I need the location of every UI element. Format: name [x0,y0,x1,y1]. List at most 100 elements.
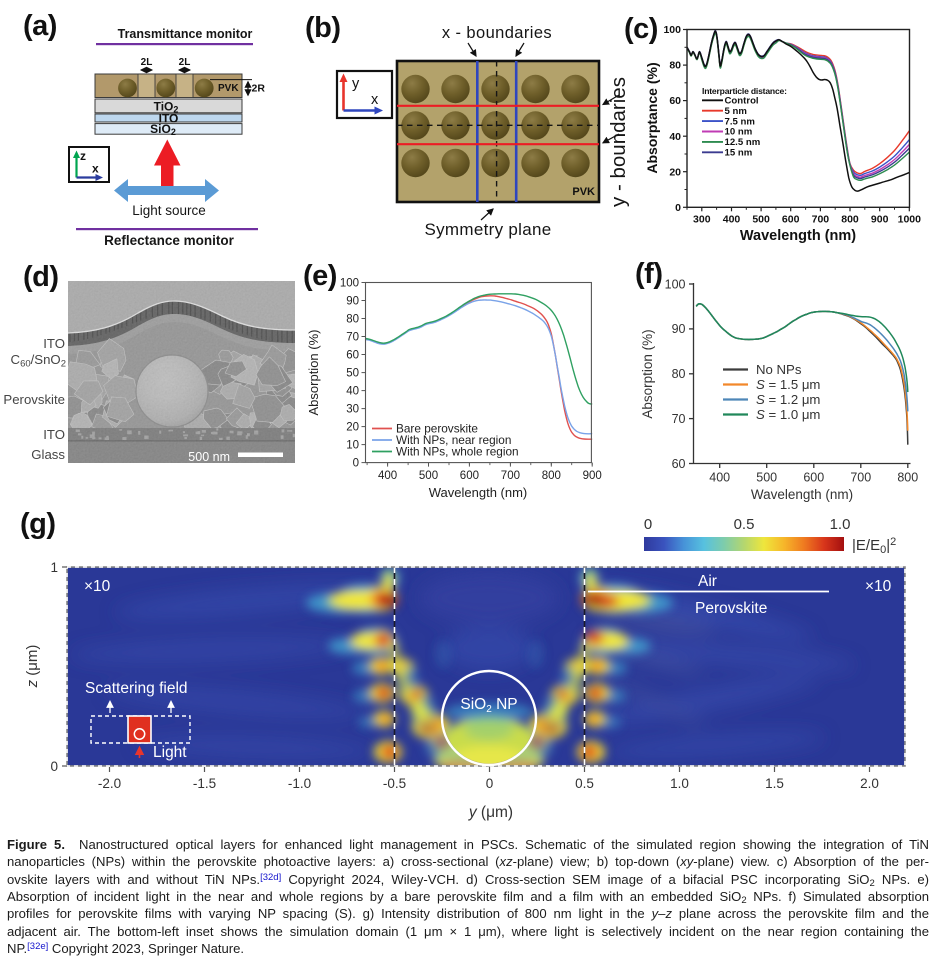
svg-text:80: 80 [672,367,686,381]
svg-text:1000: 1000 [898,213,922,225]
svg-text:0: 0 [353,458,359,470]
svg-text:500: 500 [419,470,438,482]
svg-text:90: 90 [672,322,686,336]
svg-text:12.5 nm: 12.5 nm [725,137,761,148]
svg-text:Wavelength (nm): Wavelength (nm) [740,228,856,244]
svg-text:900: 900 [583,470,602,482]
svg-text:400: 400 [709,471,730,485]
svg-text:Absorptance (%): Absorptance (%) [644,62,660,173]
svg-text:700: 700 [850,471,871,485]
svg-text:y: y [352,76,360,92]
svg-text:x: x [92,162,99,176]
svg-text:100: 100 [663,24,681,36]
svg-text:0: 0 [50,759,58,774]
svg-text:40: 40 [669,131,681,143]
svg-text:700: 700 [812,213,830,225]
svg-text:Light: Light [153,744,187,761]
svg-text:SiO2: SiO2 [150,122,176,137]
svg-text:Absorption (%): Absorption (%) [640,329,655,418]
svg-text:30: 30 [346,404,359,416]
svg-text:With NPs, near region: With NPs, near region [396,433,511,447]
svg-text:600: 600 [460,470,479,482]
svg-text:500: 500 [752,213,770,225]
svg-text:ITO: ITO [43,427,65,442]
svg-text:Reflectance monitor: Reflectance monitor [104,233,235,248]
svg-text:10 nm: 10 nm [725,127,753,138]
svg-text:0.5: 0.5 [734,516,755,533]
svg-text:x - boundaries: x - boundaries [442,24,552,42]
svg-text:Light source: Light source [132,203,206,218]
svg-text:PVK: PVK [218,83,239,94]
svg-text:1.0: 1.0 [830,516,851,533]
svg-text:400: 400 [378,470,397,482]
svg-text:800: 800 [841,213,859,225]
svg-text:ITO: ITO [159,112,179,126]
svg-text:ITO: ITO [43,336,65,351]
svg-text:40: 40 [346,386,359,398]
svg-text:z: z [80,149,86,163]
svg-text:20: 20 [346,422,359,434]
svg-text:2L: 2L [141,57,153,68]
svg-text:80: 80 [669,60,681,72]
svg-text:70: 70 [672,412,686,426]
svg-text:700: 700 [501,470,520,482]
svg-text:20: 20 [669,166,681,178]
svg-text:100: 100 [340,278,359,290]
svg-text:-2.0: -2.0 [98,776,121,791]
svg-text:Air: Air [698,573,717,590]
svg-text:y (μm): y (μm) [468,804,513,821]
svg-text:Perovskite: Perovskite [3,392,65,407]
svg-text:y - boundaries: y - boundaries [607,77,630,207]
svg-text:1: 1 [50,560,58,575]
svg-text:SiO2 NP: SiO2 NP [460,696,517,715]
svg-text:x: x [371,92,379,108]
svg-text:S = 1.2 μm: S = 1.2 μm [756,392,820,407]
svg-text:900: 900 [871,213,889,225]
svg-text:0: 0 [675,202,681,214]
svg-text:Perovskite: Perovskite [695,600,767,617]
svg-text:1.5: 1.5 [765,776,784,791]
svg-text:15 nm: 15 nm [725,148,753,159]
svg-text:800: 800 [542,470,561,482]
svg-text:600: 600 [803,471,824,485]
svg-text:TiO2: TiO2 [154,100,179,115]
svg-text:10: 10 [346,440,359,452]
svg-text:800: 800 [897,471,918,485]
svg-text:Transmittance monitor: Transmittance monitor [118,27,253,41]
svg-text:500: 500 [756,471,777,485]
svg-text:2L: 2L [179,57,191,68]
svg-text:-0.5: -0.5 [383,776,406,791]
svg-text:PVK: PVK [572,186,595,198]
svg-text:70: 70 [346,332,359,344]
svg-text:z (μm): z (μm) [24,645,41,689]
svg-text:×10: ×10 [84,578,111,595]
svg-text:80: 80 [346,314,359,326]
svg-text:No NPs: No NPs [756,362,802,377]
svg-text:Absorption (%): Absorption (%) [306,330,321,416]
svg-text:Symmetry plane: Symmetry plane [424,220,551,239]
svg-text:60: 60 [669,95,681,107]
svg-text:0: 0 [644,516,652,533]
svg-text:Wavelength (nm): Wavelength (nm) [429,485,528,500]
svg-text:-1.5: -1.5 [193,776,216,791]
svg-text:500 nm: 500 nm [188,450,230,464]
svg-text:5 nm: 5 nm [725,106,747,117]
svg-text:0: 0 [486,776,494,791]
svg-text:60: 60 [672,457,686,471]
svg-text:|E/E0|2: |E/E0|2 [852,536,896,556]
svg-text:90: 90 [346,296,359,308]
svg-text:Scattering field: Scattering field [85,680,188,697]
svg-text:1.0: 1.0 [670,776,689,791]
svg-text:0.5: 0.5 [575,776,594,791]
svg-text:Bare perovskite: Bare perovskite [396,422,478,436]
svg-text:×10: ×10 [865,578,892,595]
svg-text:Glass: Glass [31,447,65,462]
svg-text:S = 1.0 μm: S = 1.0 μm [756,407,820,422]
svg-text:7.5 nm: 7.5 nm [725,116,755,127]
svg-text:600: 600 [782,213,800,225]
svg-text:50: 50 [346,368,359,380]
svg-text:Wavelength (nm): Wavelength (nm) [751,487,853,502]
svg-text:-1.0: -1.0 [288,776,311,791]
svg-text:Control: Control [725,96,759,107]
svg-text:S = 1.5 μm: S = 1.5 μm [756,377,820,392]
